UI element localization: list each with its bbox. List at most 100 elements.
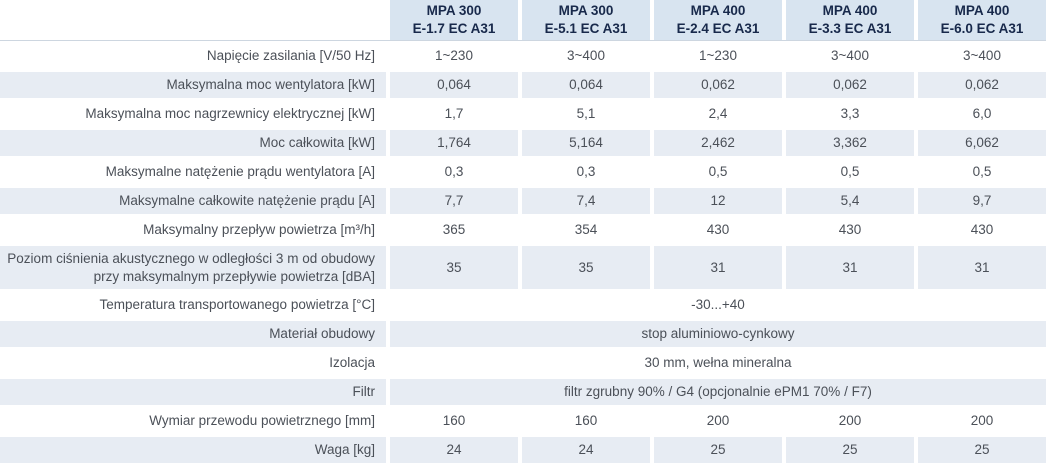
cell-value: 25 (918, 437, 1046, 463)
column-header: MPA 400 E-3.3 EC A31 (786, 0, 914, 40)
cell-value: 0,5 (708, 164, 728, 180)
cell-value: 3,362 (786, 130, 914, 156)
row-label: Maksymalna moc nagrzewnicy elektrycznej … (85, 106, 375, 122)
cell-value: 0,064 (390, 72, 518, 98)
cell-value: 6,062 (918, 130, 1046, 156)
column-variant: E-2.4 EC A31 (676, 21, 760, 36)
header-divider (0, 40, 1046, 41)
cell-value: 35 (390, 246, 518, 289)
row-label: Wymiar przewodu powietrznego [mm] (149, 413, 375, 429)
row-label: Maksymalne całkowite natężenie prądu [A] (0, 188, 386, 214)
table-row: Materiał obudowy stop aluminiowo-cynkowy (0, 321, 1046, 347)
cell-value: 25 (654, 437, 782, 463)
cell-value: 3~400 (831, 48, 869, 64)
cell-value: 1~230 (699, 48, 737, 64)
cell-value: 0,062 (786, 72, 914, 98)
table-row: Maksymalne całkowite natężenie prądu [A]… (0, 188, 1046, 214)
row-label: Maksymalne natężenie prądu wentylatora [… (105, 164, 375, 180)
cell-value-merged: -30...+40 (691, 297, 745, 313)
row-label: Filtr (0, 379, 386, 405)
cell-value: 0,062 (654, 72, 782, 98)
cell-value: 5,164 (522, 130, 650, 156)
cell-value-merged: stop aluminiowo-cynkowy (390, 321, 1046, 347)
column-model: MPA 400 (690, 2, 746, 18)
cell-value: 24 (522, 437, 650, 463)
cell-value: 1~230 (435, 48, 473, 64)
row-label: Moc całkowita [kW] (0, 130, 386, 156)
table-row: Maksymalne natężenie prądu wentylatora [… (0, 159, 1046, 185)
cell-value: 31 (786, 246, 914, 289)
cell-value: 200 (838, 413, 862, 429)
cell-value: 0,5 (972, 164, 992, 180)
cell-value: 1,7 (444, 106, 464, 122)
cell-value: 35 (522, 246, 650, 289)
cell-value: 200 (706, 413, 730, 429)
cell-value: 7,7 (390, 188, 518, 214)
column-model: MPA 400 (954, 2, 1010, 18)
cell-value-merged: filtr zgrubny 90% / G4 (opcjonalnie ePM1… (390, 379, 1046, 405)
column-header: MPA 400 E-2.4 EC A31 (654, 0, 782, 40)
row-label: Izolacja (329, 355, 375, 371)
cell-value: 1,764 (390, 130, 518, 156)
column-variant: E-3.3 EC A31 (808, 21, 892, 36)
table-row: Filtr filtr zgrubny 90% / G4 (opcjonalni… (0, 379, 1046, 405)
column-model: MPA 300 (558, 2, 614, 18)
column-model: MPA 400 (822, 2, 878, 18)
cell-value: 200 (970, 413, 994, 429)
cell-value: 0,3 (444, 164, 464, 180)
cell-value: 31 (654, 246, 782, 289)
row-label: Maksymalna moc wentylatora [kW] (0, 72, 386, 98)
cell-value: 3~400 (567, 48, 605, 64)
column-model: MPA 300 (426, 2, 482, 18)
cell-value: 430 (970, 222, 994, 238)
table-row: Waga [kg] 24 24 25 25 25 (0, 437, 1046, 463)
column-header: MPA 300 E-1.7 EC A31 (390, 0, 518, 40)
table-row: Maksymalna moc wentylatora [kW] 0,064 0,… (0, 72, 1046, 98)
cell-value: 0,064 (522, 72, 650, 98)
table-row: Moc całkowita [kW] 1,764 5,164 2,462 3,3… (0, 130, 1046, 156)
cell-value: 7,4 (522, 188, 650, 214)
column-header: MPA 300 E-5.1 EC A31 (522, 0, 650, 40)
cell-value: 354 (574, 222, 598, 238)
cell-value: 3,3 (840, 106, 860, 122)
table-row: Izolacja 30 mm, wełna mineralna (0, 350, 1046, 376)
row-label: Maksymalny przepływ powietrza [m³/h] (143, 222, 375, 238)
table-header-row: MPA 300 E-1.7 EC A31 MPA 300 E-5.1 EC A3… (0, 0, 1046, 40)
cell-value: 6,0 (972, 106, 992, 122)
table-row: Poziom ciśnienia akustycznego w odległoś… (0, 246, 1046, 289)
row-label: Temperatura transportowanego powietrza [… (99, 297, 375, 313)
row-label: Poziom ciśnienia akustycznego w odległoś… (0, 246, 386, 289)
table-row: Wymiar przewodu powietrznego [mm] 160 16… (0, 408, 1046, 434)
row-label: Materiał obudowy (0, 321, 386, 347)
cell-value: 31 (918, 246, 1046, 289)
cell-value: 160 (442, 413, 466, 429)
table-row: Maksymalna moc nagrzewnicy elektrycznej … (0, 101, 1046, 127)
column-variant: E-1.7 EC A31 (412, 21, 496, 36)
table-row: Temperatura transportowanego powietrza [… (0, 292, 1046, 318)
cell-value: 430 (706, 222, 730, 238)
column-header: MPA 400 E-6.0 EC A31 (918, 0, 1046, 40)
table-row: Maksymalny przepływ powietrza [m³/h] 365… (0, 217, 1046, 243)
cell-value: 0,062 (918, 72, 1046, 98)
cell-value: 5,4 (786, 188, 914, 214)
cell-value: 12 (654, 188, 782, 214)
column-variant: E-5.1 EC A31 (544, 21, 628, 36)
cell-value: 365 (442, 222, 466, 238)
cell-value: 0,3 (576, 164, 596, 180)
header-empty-cell (0, 0, 386, 40)
cell-value: 9,7 (918, 188, 1046, 214)
cell-value-merged: 30 mm, wełna mineralna (644, 355, 792, 371)
row-label: Waga [kg] (0, 437, 386, 463)
column-variant: E-6.0 EC A31 (940, 21, 1024, 36)
cell-value: 0,5 (840, 164, 860, 180)
row-label: Napięcie zasilania [V/50 Hz] (206, 48, 375, 64)
cell-value: 430 (838, 222, 862, 238)
cell-value: 2,4 (708, 106, 728, 122)
cell-value: 3~400 (963, 48, 1001, 64)
cell-value: 25 (786, 437, 914, 463)
cell-value: 5,1 (576, 106, 596, 122)
cell-value: 160 (574, 413, 598, 429)
cell-value: 24 (390, 437, 518, 463)
table-row: Napięcie zasilania [V/50 Hz] 1~230 3~400… (0, 43, 1046, 69)
